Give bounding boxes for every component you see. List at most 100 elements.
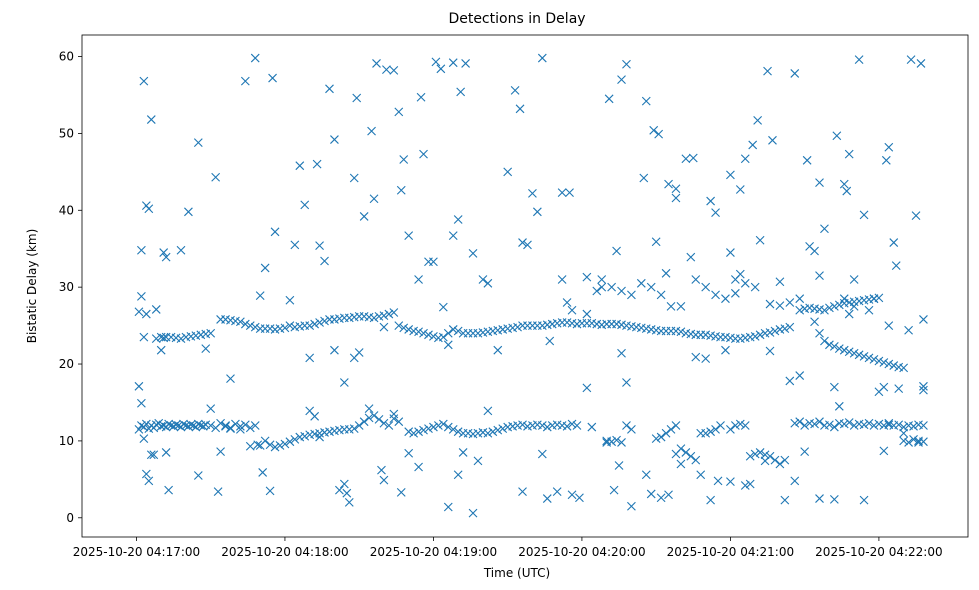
data-point (270, 227, 280, 237)
x-tick-label: 2025-10-20 04:22:00 (815, 545, 942, 559)
data-point (839, 294, 849, 304)
data-point (354, 348, 364, 357)
x-tick-label: 2025-10-20 04:19:00 (370, 545, 497, 559)
data-point (820, 224, 829, 234)
data-point (159, 421, 169, 430)
data-point (354, 421, 364, 430)
data-point (676, 459, 686, 469)
data-point (899, 422, 909, 432)
data-point (146, 115, 156, 124)
data-point (139, 332, 149, 342)
data-point (448, 424, 458, 434)
data-point (488, 427, 498, 437)
data-point (864, 353, 874, 363)
data-point (414, 275, 423, 284)
data-point (438, 302, 448, 312)
data-point (161, 252, 171, 262)
plot-area (81, 34, 969, 538)
data-point (636, 278, 646, 288)
data-point (258, 468, 268, 477)
data-point (523, 240, 532, 250)
data-point (176, 245, 186, 255)
data-point (904, 438, 913, 447)
data-point (726, 424, 735, 434)
data-point (305, 321, 315, 330)
data-point (250, 53, 260, 63)
data-points (134, 53, 928, 518)
data-point (404, 231, 414, 241)
data-point (760, 450, 770, 460)
data-point (825, 340, 834, 350)
data-point (839, 179, 849, 189)
data-point (763, 66, 772, 76)
data-point (134, 424, 144, 434)
data-point (750, 449, 760, 459)
data-point (389, 65, 399, 75)
y-tick-label: 30 (59, 280, 74, 294)
data-point (617, 286, 626, 296)
data-point (592, 286, 602, 296)
data-point (815, 328, 824, 338)
data-point (740, 278, 750, 288)
data-point (829, 301, 839, 311)
data-point (367, 126, 376, 136)
data-point (394, 417, 404, 427)
data-point (436, 64, 446, 74)
data-point (919, 421, 928, 430)
data-point (765, 328, 775, 337)
data-point (359, 212, 369, 221)
data-point (622, 378, 631, 387)
data-point (448, 231, 458, 241)
data-point (691, 275, 701, 284)
data-point (384, 421, 394, 430)
data-point (545, 336, 555, 346)
data-point (646, 282, 656, 292)
data-point (280, 323, 290, 333)
data-point (721, 294, 730, 304)
data-point (245, 321, 255, 330)
data-point (483, 406, 493, 416)
y-tick-label: 60 (59, 50, 74, 64)
data-point (800, 447, 810, 457)
data-point (236, 317, 245, 327)
data-point (510, 85, 520, 95)
data-point (834, 300, 844, 310)
data-point (919, 315, 928, 324)
data-point (164, 485, 174, 495)
data-point (137, 291, 146, 301)
data-point (453, 427, 463, 437)
data-point (399, 155, 409, 164)
data-point (151, 420, 161, 430)
data-point (829, 494, 839, 504)
data-point (656, 290, 666, 300)
data-point (144, 476, 154, 486)
data-point (612, 435, 621, 445)
data-point (884, 142, 894, 152)
data-point (424, 424, 433, 433)
data-point (775, 459, 785, 469)
data-point (396, 185, 406, 195)
data-point (369, 194, 379, 204)
data-point (174, 421, 183, 430)
data-point (414, 427, 423, 437)
data-point (315, 241, 324, 251)
data-point (686, 451, 696, 461)
data-point (859, 351, 869, 361)
data-point (889, 361, 899, 370)
data-point (785, 322, 795, 332)
data-point (315, 318, 324, 327)
data-point (671, 421, 681, 430)
data-point (285, 437, 295, 447)
data-point (770, 326, 780, 336)
data-point (800, 421, 810, 430)
data-point (735, 185, 745, 194)
data-point (193, 419, 203, 429)
data-point (735, 269, 745, 279)
data-point (730, 421, 740, 430)
data-point (661, 268, 671, 278)
data-point (696, 470, 706, 480)
data-point (881, 155, 891, 165)
data-point (453, 470, 463, 480)
data-point (609, 485, 619, 495)
